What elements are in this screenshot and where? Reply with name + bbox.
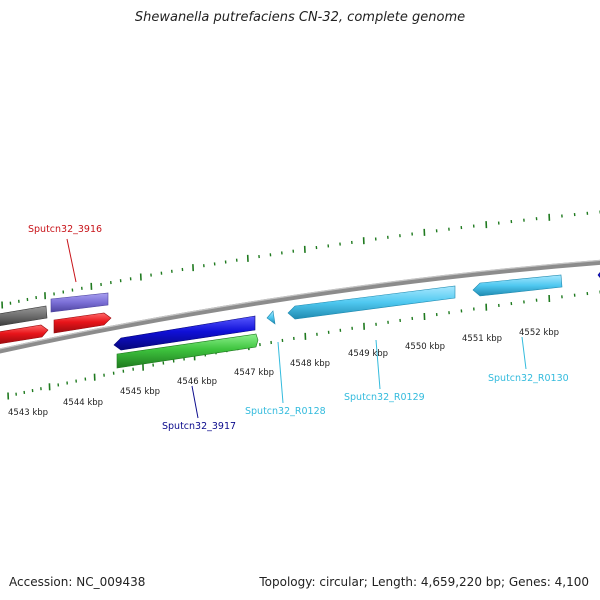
- leader-line-3917: [191, 385, 199, 419]
- gene-label-sputcn32-r0129[interactable]: Sputcn32_R0129: [344, 392, 425, 403]
- genome-summary: Topology: circular; Length: 4,659,220 bp…: [259, 575, 589, 589]
- gene-label-sputcn32-r0130[interactable]: Sputcn32_R0130: [488, 373, 569, 384]
- scale-label: 4551 kbp: [462, 334, 502, 344]
- map-title: Shewanella putrefaciens CN-32, complete …: [134, 10, 466, 25]
- scale-label: 4546 kbp: [177, 377, 217, 387]
- scale-label: 4549 kbp: [348, 349, 388, 359]
- gene-label-sputcn32-r0128[interactable]: Sputcn32_R0128: [245, 406, 326, 417]
- gene-sputcn32-r0128-arrow[interactable]: [266, 310, 276, 325]
- gene-red-arrow-left[interactable]: [0, 324, 49, 344]
- outer-tick-track: [1, 210, 600, 309]
- gene-label-sputcn32-3916[interactable]: Sputcn32_3916: [28, 224, 102, 235]
- gene-sputcn32-3917-arrow[interactable]: [116, 333, 259, 369]
- gene-sputcn32-r0129-arrow[interactable]: [287, 285, 456, 320]
- leader-line-r0129: [375, 339, 381, 390]
- scale-label: 4550 kbp: [405, 342, 445, 352]
- scale-label: 4547 kbp: [234, 368, 274, 378]
- genome-backbone-highlight: [0, 259, 600, 350]
- gene-sputcn32-3916-arrow[interactable]: [50, 292, 109, 313]
- gene-grey-arrow[interactable]: [0, 305, 48, 326]
- leader-line-r0128: [277, 341, 284, 404]
- gene-blue-arrow[interactable]: [113, 315, 256, 351]
- gene-label-sputcn32-3917[interactable]: Sputcn32_3917: [162, 421, 236, 432]
- scale-label: 4548 kbp: [290, 359, 330, 369]
- scale-label: 4545 kbp: [120, 387, 160, 397]
- gene-sputcn32-r0130-arrow[interactable]: [472, 274, 563, 297]
- leader-line-r0130: [521, 336, 527, 370]
- inner-tick-track: [7, 290, 600, 400]
- scale-label: 4552 kbp: [519, 328, 559, 338]
- scale-label: 4544 kbp: [63, 398, 103, 408]
- leader-line-3916: [66, 238, 77, 283]
- accession-label: Accession: NC_009438: [9, 575, 146, 589]
- gene-red-arrow-right[interactable]: [53, 312, 112, 334]
- genome-backbone: [0, 259, 600, 354]
- scale-label: 4543 kbp: [8, 408, 48, 418]
